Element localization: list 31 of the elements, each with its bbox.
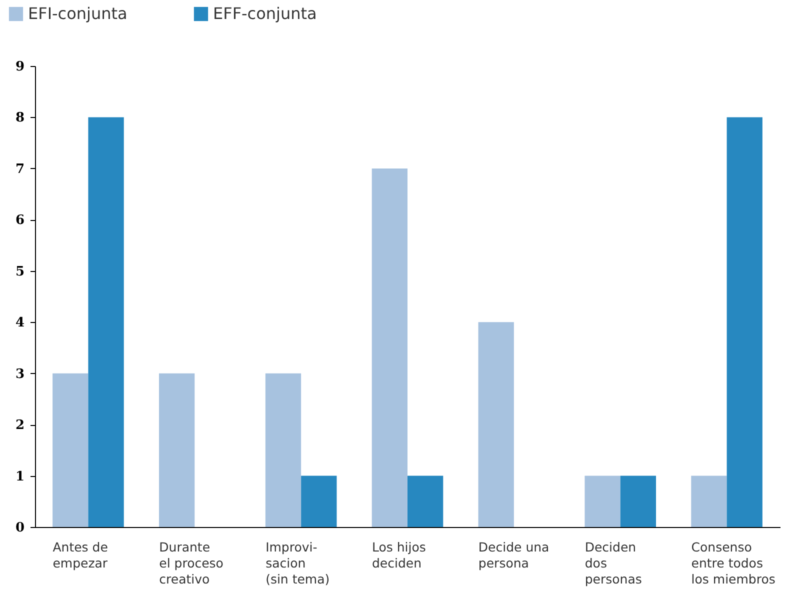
x-tick-label: Antes de empezar [52,540,108,570]
y-tick-label: 8 [15,110,24,126]
x-tick-label: Improvi- sacion (sin tema) [266,540,330,586]
y-tick-label: 2 [15,418,24,434]
y-tick-label: 6 [15,213,24,228]
legend-label: EFF-conjunta [213,4,317,23]
y-tick-label: 9 [15,60,24,74]
x-tick-label: Los hijos deciden [372,540,426,570]
y-tick-label: 7 [15,162,24,177]
bar [265,373,302,527]
y-tick-label: 3 [15,366,24,382]
x-tick-label: Decide una persona [478,540,550,570]
bar [620,476,656,527]
bar [478,322,514,527]
y-tick-label: 0 [15,520,24,536]
x-tick-label: Durante el proceso creativo [159,540,224,586]
x-tick-label: Consenso entre todos los miembros [691,540,776,586]
x-tick-label: Deciden dos personas [584,540,642,586]
bar [408,476,444,527]
bar [691,476,727,527]
bar [726,117,762,527]
y-tick-label: 5 [15,264,24,280]
y-tick-label: 4 [15,316,24,331]
legend-label: EFI-conjunta [28,4,128,23]
bar [301,476,337,527]
bar [372,168,408,527]
bar [158,373,195,527]
bar [52,373,88,527]
bar [584,476,620,527]
bar [88,117,124,527]
y-tick-label: 1 [15,469,24,484]
